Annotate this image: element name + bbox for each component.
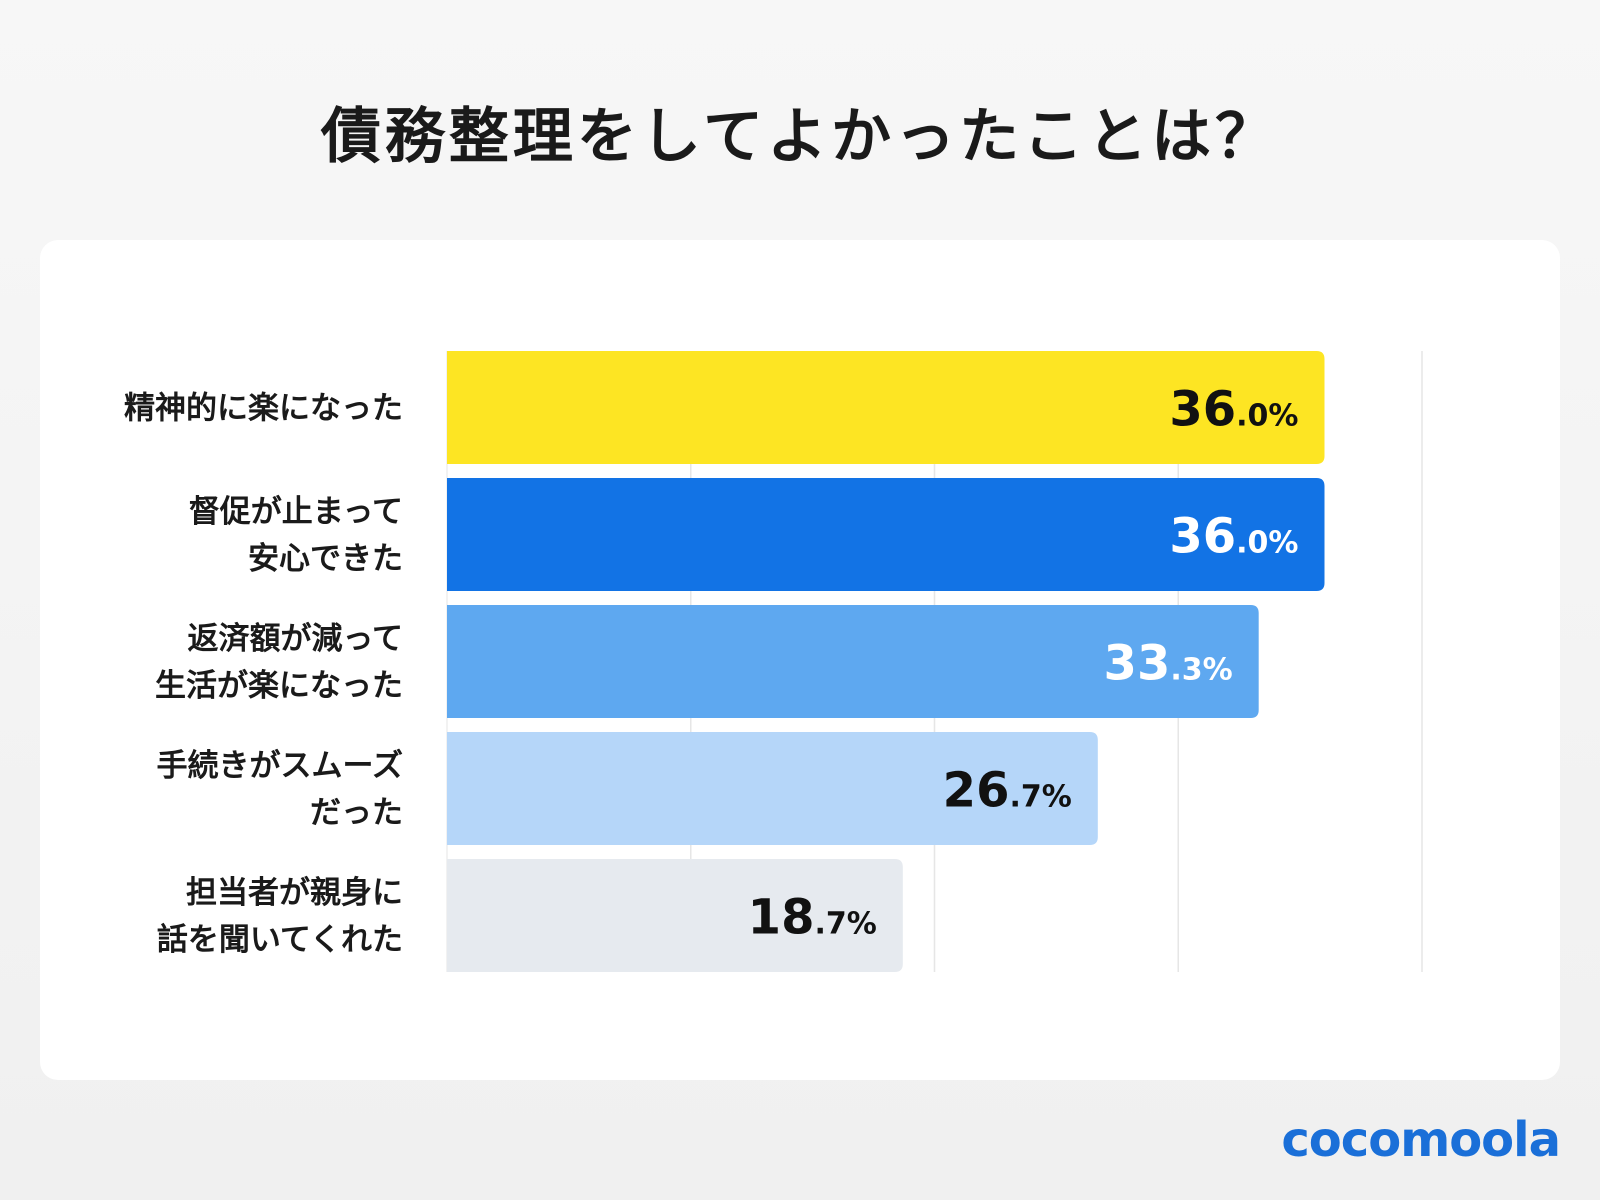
category-label: 安心できた <box>248 541 403 577</box>
chart-title: 債務整理をしてよかったことは？ <box>320 102 1280 172</box>
category-label: 担当者が親身に <box>186 875 403 911</box>
value-label: 36.0% <box>1169 509 1298 565</box>
category-label: 精神的に楽になった <box>124 391 403 427</box>
cocomoola-logo: cocomoola <box>1281 1112 1561 1168</box>
bar <box>447 478 1325 591</box>
category-label: 返済額が減って <box>188 621 403 657</box>
bar <box>447 605 1259 718</box>
value-label: 33.3% <box>1104 636 1233 692</box>
category-label: 話を聞いてくれた <box>157 922 403 958</box>
value-label: 26.7% <box>943 763 1072 819</box>
bar <box>447 859 903 972</box>
category-label: 手続きがスムーズ <box>157 748 403 784</box>
value-label: 36.0% <box>1169 382 1298 438</box>
bar <box>447 732 1098 845</box>
category-label: 督促が止まって <box>189 494 403 530</box>
category-label: 生活が楽になった <box>155 668 403 704</box>
bar <box>447 351 1325 464</box>
category-label: だった <box>310 795 403 831</box>
value-label: 18.7% <box>748 890 877 946</box>
